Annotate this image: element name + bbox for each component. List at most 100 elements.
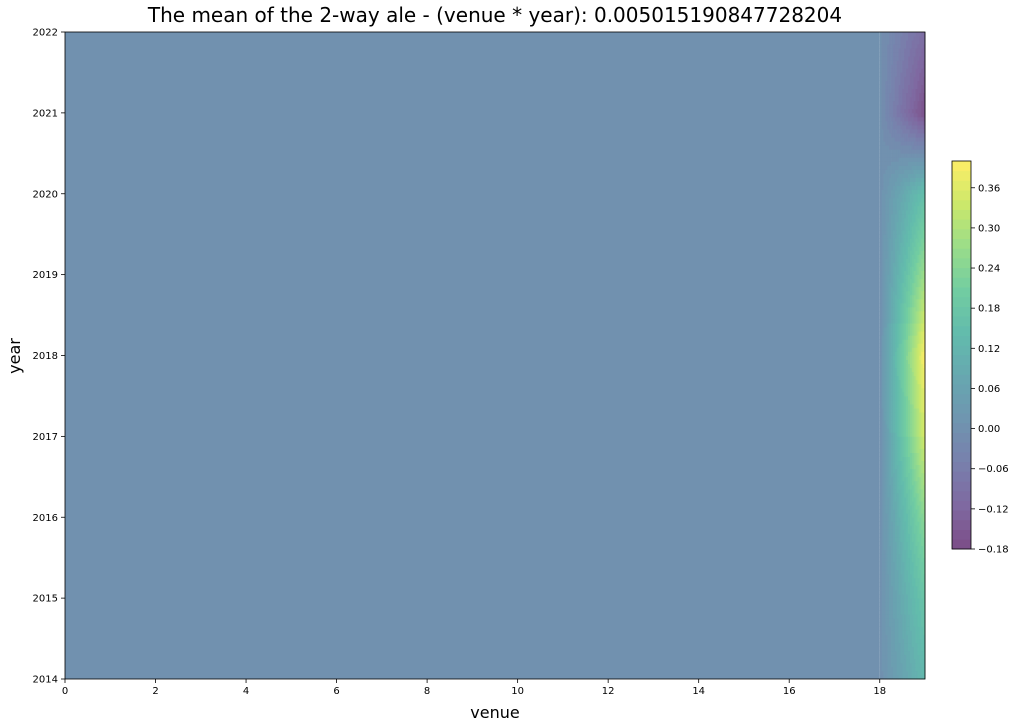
contour-cell (889, 420, 892, 425)
contour-cell (917, 201, 920, 207)
contour-cell (908, 343, 911, 348)
contour-cell (904, 311, 907, 316)
contour-cell (913, 569, 916, 575)
contour-cell (923, 161, 926, 166)
contour-cell (898, 120, 901, 126)
contour-cell (904, 505, 907, 510)
contour-cell (921, 96, 924, 102)
contour-cell (894, 375, 898, 381)
contour-cell (923, 545, 926, 550)
contour-cell (881, 315, 884, 320)
contour-cell (913, 238, 916, 243)
contour-cell (917, 302, 920, 308)
contour-cell (887, 363, 890, 369)
contour-cell (919, 581, 922, 587)
contour-cell (887, 581, 890, 587)
contour-cell (898, 533, 901, 538)
contour-cell (896, 343, 899, 348)
contour-cell (896, 468, 899, 474)
contour-cell (915, 197, 918, 203)
contour-cell (896, 549, 899, 555)
contour-cell (887, 436, 890, 441)
contour-cell (902, 311, 905, 316)
contour-cell (883, 205, 886, 211)
contour-cell (906, 545, 909, 550)
contour-cell (898, 355, 901, 360)
contour-cell (885, 157, 888, 162)
contour-cell (900, 205, 903, 211)
contour-cell (908, 36, 911, 41)
contour-cell (881, 72, 884, 77)
contour-cell (891, 448, 894, 453)
contour-cell (887, 561, 890, 567)
contour-cell (885, 416, 888, 421)
contour-cell (921, 460, 924, 466)
contour-cell (898, 161, 901, 166)
contour-cell (883, 311, 886, 316)
contour-cell (908, 222, 911, 227)
colorbar-band (952, 539, 971, 550)
contour-cell (892, 331, 896, 336)
contour-cell (885, 674, 888, 680)
contour-cell (919, 529, 922, 534)
contour-cell (904, 250, 907, 255)
contour-cell (896, 80, 899, 85)
contour-cell (909, 440, 913, 445)
contour-cell (887, 335, 890, 340)
contour-cell (894, 541, 898, 546)
contour-cell (913, 278, 916, 284)
contour-cell (887, 48, 890, 53)
contour-cell (896, 521, 899, 526)
contour-cell (923, 169, 926, 174)
colorbar-band (952, 345, 971, 356)
contour-cell (889, 52, 892, 57)
contour-cell (889, 242, 892, 247)
contour-cell (891, 594, 894, 599)
contour-cell (906, 606, 909, 611)
contour-cell (891, 319, 894, 324)
contour-cell (917, 141, 920, 146)
contour-cell (913, 436, 916, 441)
contour-cell (919, 185, 922, 191)
contour-cell (894, 456, 898, 462)
contour-cell (892, 395, 896, 401)
contour-cell (921, 618, 924, 623)
contour-cell (881, 395, 884, 401)
contour-cell (911, 367, 915, 373)
contour-cell (917, 242, 920, 247)
contour-cell (917, 84, 920, 90)
contour-cell (919, 262, 922, 267)
contour-cell (879, 432, 883, 437)
contour-cell (894, 294, 898, 300)
contour-cell (908, 492, 911, 498)
contour-cell (879, 137, 883, 142)
contour-cell (902, 367, 905, 373)
contour-cell (923, 137, 926, 142)
contour-cell (913, 153, 916, 158)
contour-cell (891, 266, 894, 271)
contour-cell (908, 282, 911, 288)
contour-cell (923, 577, 926, 583)
contour-cell (904, 141, 907, 146)
contour-cell (887, 32, 890, 37)
contour-cell (894, 363, 898, 369)
contour-cell (921, 497, 924, 502)
contour-cell (915, 412, 918, 417)
contour-cell (902, 497, 905, 502)
contour-cell (898, 594, 901, 599)
contour-cell (904, 343, 907, 348)
contour-cell (896, 92, 899, 98)
contour-cell (913, 480, 916, 486)
contour-cell (913, 60, 916, 65)
contour-cell (919, 72, 922, 77)
contour-cell (923, 497, 926, 502)
contour-cell (879, 408, 883, 413)
contour-cell (915, 464, 918, 470)
contour-cell (909, 302, 913, 308)
contour-cell (900, 230, 903, 235)
colorbar-band (952, 180, 971, 191)
colorbar-band (952, 413, 971, 424)
contour-cell (887, 505, 890, 510)
contour-cell (887, 464, 890, 470)
contour-cell (909, 104, 913, 110)
